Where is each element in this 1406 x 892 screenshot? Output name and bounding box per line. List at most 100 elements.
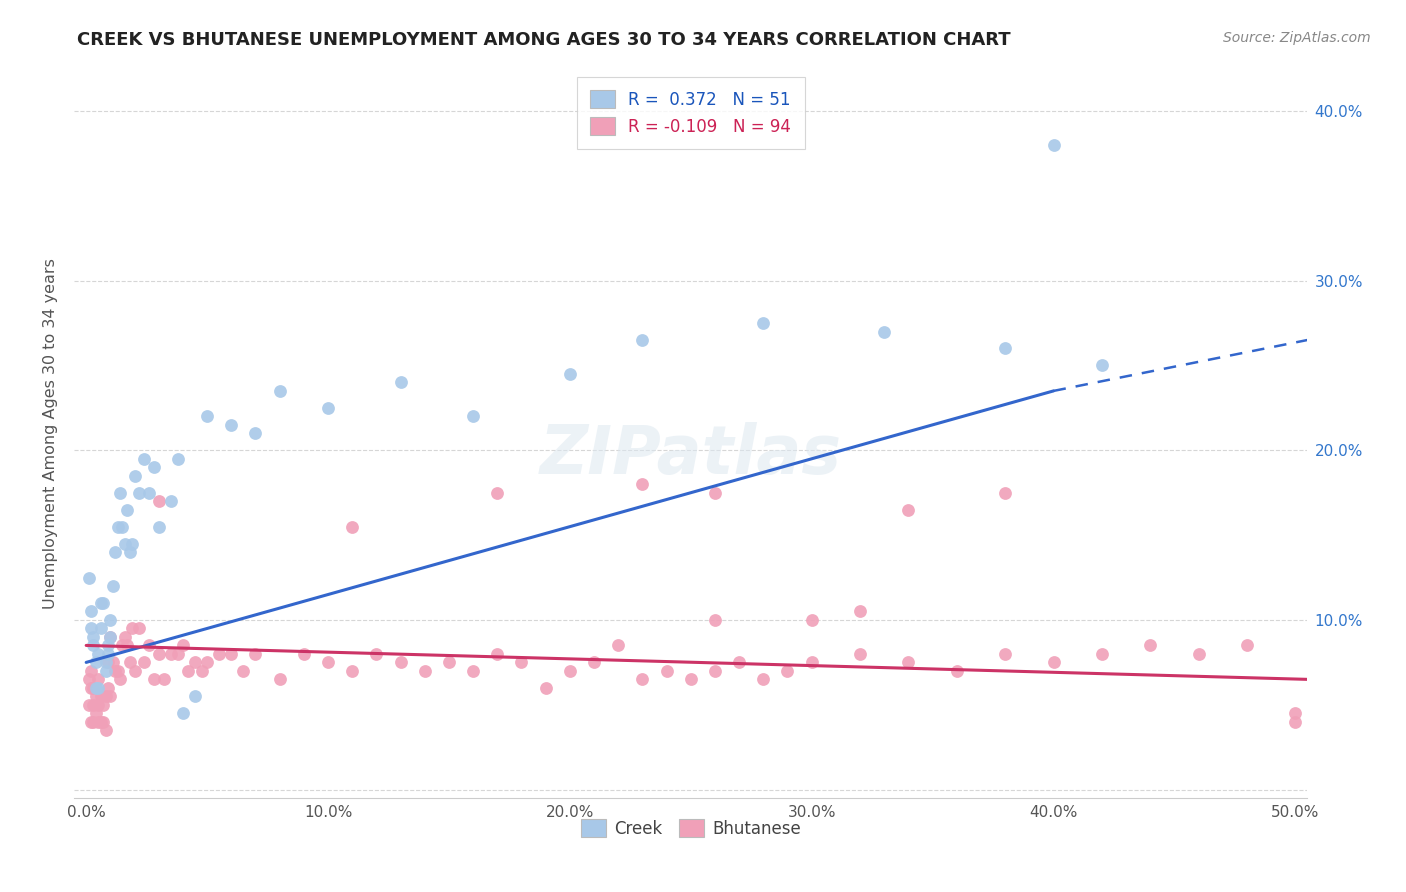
- Point: [134, 451, 156, 466]
- Point: [316, 656, 339, 670]
- Point: [114, 536, 136, 550]
- Point: [172, 706, 194, 721]
- Point: [486, 485, 509, 500]
- Point: [84, 656, 107, 670]
- Point: [90, 622, 112, 636]
- Point: [97, 656, 120, 670]
- Point: [316, 401, 339, 415]
- Point: [232, 664, 254, 678]
- Point: [82, 681, 104, 695]
- Point: [800, 656, 823, 670]
- Point: [77, 698, 100, 712]
- Point: [219, 647, 242, 661]
- Point: [269, 384, 291, 398]
- Point: [80, 681, 103, 695]
- Point: [97, 639, 120, 653]
- Point: [292, 647, 315, 661]
- Point: [117, 639, 139, 653]
- Point: [121, 622, 143, 636]
- Point: [1284, 706, 1306, 721]
- Point: [1091, 359, 1114, 373]
- Point: [107, 664, 129, 678]
- Point: [437, 656, 460, 670]
- Point: [82, 639, 104, 653]
- Point: [98, 630, 121, 644]
- Point: [107, 519, 129, 533]
- Point: [138, 639, 160, 653]
- Point: [84, 706, 107, 721]
- Point: [191, 664, 214, 678]
- Point: [558, 664, 581, 678]
- Point: [655, 664, 678, 678]
- Point: [82, 698, 104, 712]
- Point: [87, 673, 110, 687]
- Point: [800, 613, 823, 627]
- Point: [1139, 639, 1161, 653]
- Point: [91, 596, 114, 610]
- Point: [1236, 639, 1258, 653]
- Point: [486, 647, 509, 661]
- Point: [98, 690, 121, 704]
- Point: [108, 673, 131, 687]
- Point: [631, 333, 654, 347]
- Point: [142, 673, 165, 687]
- Point: [94, 723, 117, 738]
- Point: [148, 519, 170, 533]
- Point: [124, 468, 146, 483]
- Point: [184, 656, 207, 670]
- Point: [121, 536, 143, 550]
- Point: [366, 647, 388, 661]
- Point: [703, 613, 725, 627]
- Point: [142, 460, 165, 475]
- Point: [117, 502, 139, 516]
- Point: [152, 673, 174, 687]
- Point: [159, 647, 181, 661]
- Point: [77, 570, 100, 584]
- Legend: Creek, Bhutanese: Creek, Bhutanese: [574, 813, 807, 845]
- Point: [90, 690, 112, 704]
- Point: [148, 494, 170, 508]
- Point: [77, 673, 100, 687]
- Point: [389, 376, 412, 390]
- Point: [101, 579, 124, 593]
- Point: [111, 639, 134, 653]
- Point: [340, 664, 363, 678]
- Point: [582, 656, 605, 670]
- Point: [245, 426, 267, 441]
- Point: [94, 664, 117, 678]
- Point: [534, 681, 557, 695]
- Point: [111, 519, 134, 533]
- Point: [558, 367, 581, 381]
- Point: [84, 690, 107, 704]
- Point: [94, 690, 117, 704]
- Point: [118, 545, 141, 559]
- Point: [703, 485, 725, 500]
- Point: [118, 656, 141, 670]
- Point: [87, 681, 110, 695]
- Point: [184, 690, 207, 704]
- Point: [80, 714, 103, 729]
- Point: [94, 656, 117, 670]
- Point: [90, 596, 112, 610]
- Point: [510, 656, 533, 670]
- Point: [1042, 137, 1064, 152]
- Point: [752, 316, 775, 330]
- Text: CREEK VS BHUTANESE UNEMPLOYMENT AMONG AGES 30 TO 34 YEARS CORRELATION CHART: CREEK VS BHUTANESE UNEMPLOYMENT AMONG AG…: [77, 31, 1011, 49]
- Point: [994, 342, 1017, 356]
- Point: [172, 639, 194, 653]
- Point: [80, 622, 103, 636]
- Point: [631, 673, 654, 687]
- Point: [195, 409, 218, 424]
- Point: [208, 647, 231, 661]
- Point: [101, 656, 124, 670]
- Point: [80, 605, 103, 619]
- Point: [97, 647, 120, 661]
- Point: [138, 485, 160, 500]
- Point: [195, 656, 218, 670]
- Point: [849, 605, 872, 619]
- Text: ZIPatlas: ZIPatlas: [540, 422, 842, 488]
- Point: [108, 485, 131, 500]
- Point: [703, 664, 725, 678]
- Point: [97, 681, 120, 695]
- Point: [631, 477, 654, 491]
